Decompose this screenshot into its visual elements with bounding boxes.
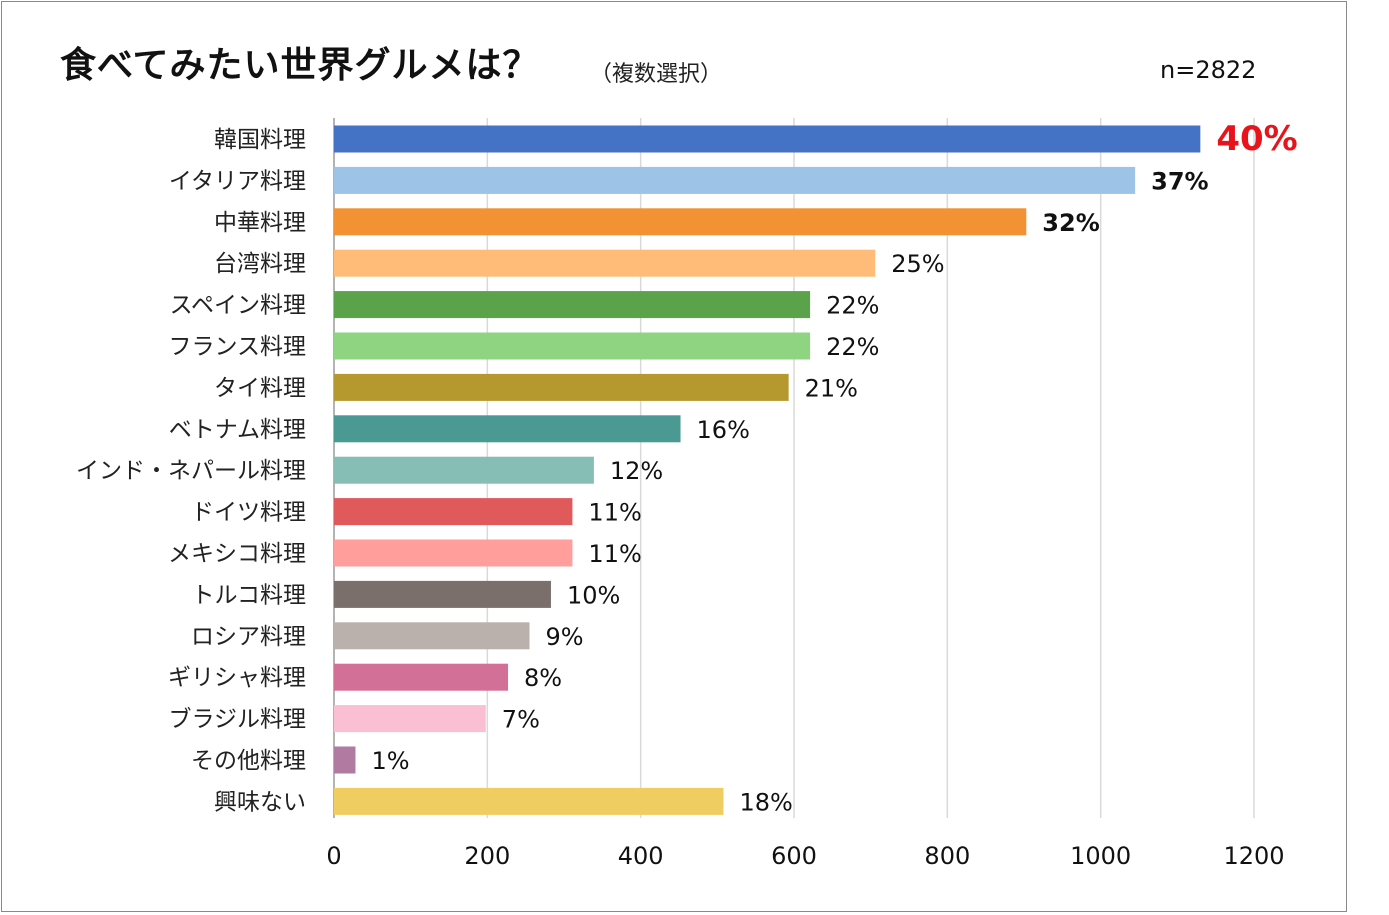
value-label: 22% xyxy=(826,333,879,361)
bar xyxy=(334,622,530,650)
sample-size: n=2822 xyxy=(1160,56,1257,84)
category-label: 興味ない xyxy=(214,789,306,815)
x-tick-label: 0 xyxy=(326,842,341,870)
x-tick-label: 800 xyxy=(924,842,970,870)
value-label: 11% xyxy=(588,499,641,527)
category-label: ドイツ料理 xyxy=(191,500,306,526)
bar xyxy=(334,746,356,774)
value-label: 1% xyxy=(371,747,409,775)
bar xyxy=(334,166,1136,194)
category-label: トルコ料理 xyxy=(191,582,306,608)
value-label: 21% xyxy=(805,374,858,402)
x-tick-label: 400 xyxy=(618,842,664,870)
bar xyxy=(334,249,876,277)
value-label: 37% xyxy=(1151,167,1208,195)
value-label: 32% xyxy=(1042,209,1099,237)
bar xyxy=(334,705,486,733)
category-label: ロシア料理 xyxy=(191,624,306,650)
bar xyxy=(334,456,594,484)
x-tick-label: 1000 xyxy=(1070,842,1131,870)
category-labels: 韓国料理イタリア料理中華料理台湾料理スペイン料理フランス料理タイ料理ベトナム料理… xyxy=(76,127,306,815)
chart-subtitle: （複数選択） xyxy=(590,62,723,87)
category-label: 韓国料理 xyxy=(214,127,306,153)
category-label: 中華料理 xyxy=(214,210,306,236)
bar xyxy=(334,373,789,401)
value-labels: 40% 37% 32% 25% 22% 22% 21% 16% 12% 11% 11% 10% 9% 8%… xyxy=(371,119,1297,816)
bar xyxy=(334,208,1027,236)
value-label: 25% xyxy=(891,250,944,278)
category-label: ベトナム料理 xyxy=(169,417,306,443)
bar xyxy=(334,125,1201,153)
bar xyxy=(334,663,509,691)
value-label: 7% xyxy=(502,706,540,734)
value-label: 11% xyxy=(588,540,641,568)
bar xyxy=(334,291,811,319)
category-label: 台湾料理 xyxy=(214,251,306,277)
value-label: 12% xyxy=(610,457,663,485)
value-label: 40% xyxy=(1216,119,1297,159)
bar xyxy=(334,787,724,815)
chart-frame xyxy=(1,1,1347,912)
chart-title: 食べてみたい世界グルメは？ xyxy=(60,45,540,86)
category-label: ブラジル料理 xyxy=(168,707,306,733)
value-label: 18% xyxy=(739,788,792,816)
value-label: 22% xyxy=(826,292,879,320)
value-label: 9% xyxy=(546,623,584,651)
bar xyxy=(334,498,573,526)
value-label: 16% xyxy=(697,416,750,444)
x-tick-label: 600 xyxy=(771,842,817,870)
value-label: 8% xyxy=(524,664,562,692)
category-label: ギリシャ料理 xyxy=(168,665,306,691)
x-tick-label: 1200 xyxy=(1223,842,1284,870)
value-label: 10% xyxy=(567,581,620,609)
x-tick-labels: 0 200 400 600 800 1000 1200 xyxy=(326,842,1284,870)
bar xyxy=(334,415,681,443)
category-label: フランス料理 xyxy=(168,334,306,360)
bar xyxy=(334,539,573,567)
bar xyxy=(334,580,551,608)
category-label: インド・ネパール料理 xyxy=(76,458,306,484)
bar xyxy=(334,332,811,360)
category-label: スペイン料理 xyxy=(170,293,306,319)
category-label: その他料理 xyxy=(191,748,306,774)
x-tick-label: 200 xyxy=(464,842,510,870)
category-label: タイ料理 xyxy=(214,375,306,401)
category-label: メキシコ料理 xyxy=(168,541,306,567)
category-label: イタリア料理 xyxy=(169,168,306,194)
bars xyxy=(334,125,1201,815)
